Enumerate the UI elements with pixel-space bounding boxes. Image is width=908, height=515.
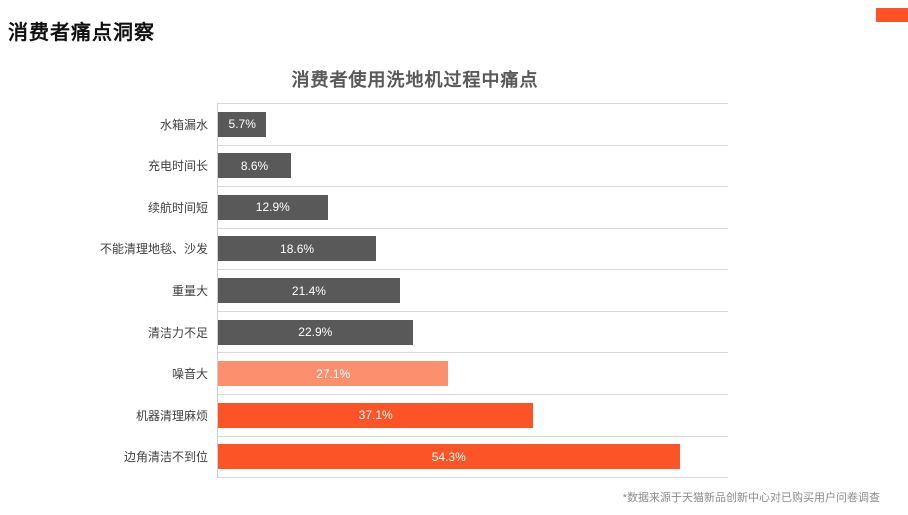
chart-row: 清洁力不足 22.9% — [148, 310, 728, 353]
chart-row: 水箱漏水 5.7% — [160, 103, 728, 145]
bar-边角清洁不到位: 54.3% — [218, 444, 680, 470]
bar-水箱漏水: 5.7% — [218, 111, 267, 137]
value-label: 8.6% — [240, 158, 269, 173]
category-label: 充电时间长 — [147, 159, 208, 174]
corner-accent-bar — [876, 8, 908, 22]
category-label: 噪音大 — [171, 367, 208, 382]
bar-不能清理地毯、沙发: 18.6% — [218, 236, 377, 262]
category-label: 机器清理麻烦 — [135, 408, 208, 423]
category-label: 水箱漏水 — [159, 117, 208, 132]
category-label: 续航时间短 — [147, 200, 208, 215]
chart-row: 重量大 21.4% — [172, 269, 728, 311]
category-label: 重量大 — [171, 284, 208, 299]
value-label: 27.1% — [316, 366, 351, 381]
bar-清洁力不足: 22.9% — [218, 319, 413, 345]
value-label: 54.3% — [431, 449, 466, 464]
chart-row: 充电时间长 8.6% — [148, 144, 728, 187]
bar-续航时间短: 12.9% — [218, 194, 328, 220]
value-label: 37.1% — [358, 408, 393, 423]
plot-area: 水箱漏水 5.7% 充电时间长 8.6% 续航时间短 12.9% 不能清理地毯、沙发 18.6… — [100, 103, 728, 478]
value-label: 21.4% — [291, 283, 326, 298]
chart-row: 机器清理麻烦 37.1% — [136, 393, 728, 436]
bar-充电时间长: 8.6% — [218, 153, 292, 179]
chart-title: 消费者使用洗地机过程中痛点 — [291, 70, 539, 90]
chart-row: 续航时间短 12.9% — [148, 186, 728, 228]
category-label: 清洁力不足 — [147, 325, 208, 340]
bar-噪音大: 27.1% — [218, 361, 449, 387]
value-label: 5.7% — [228, 117, 256, 132]
footnote: *数据来源于天猫新品创新中心对已购买用户问卷调查 — [622, 492, 880, 504]
chart-row: 不能清理地毯、沙发 18.6% — [100, 227, 728, 270]
category-label: 边角清洁不到位 — [123, 450, 208, 465]
value-label: 22.9% — [298, 325, 333, 340]
value-label: 12.9% — [255, 200, 290, 215]
bar-重量大: 21.4% — [218, 278, 400, 304]
page-title: 消费者痛点洞察 — [8, 22, 155, 44]
category-label: 不能清理地毯、沙发 — [99, 242, 208, 257]
chart-row: 噪音大 27.1% — [172, 352, 728, 394]
chart-row: 边角清洁不到位 54.3% — [124, 435, 728, 478]
bar-机器清理麻烦: 37.1% — [218, 402, 534, 428]
value-label: 18.6% — [280, 241, 315, 256]
